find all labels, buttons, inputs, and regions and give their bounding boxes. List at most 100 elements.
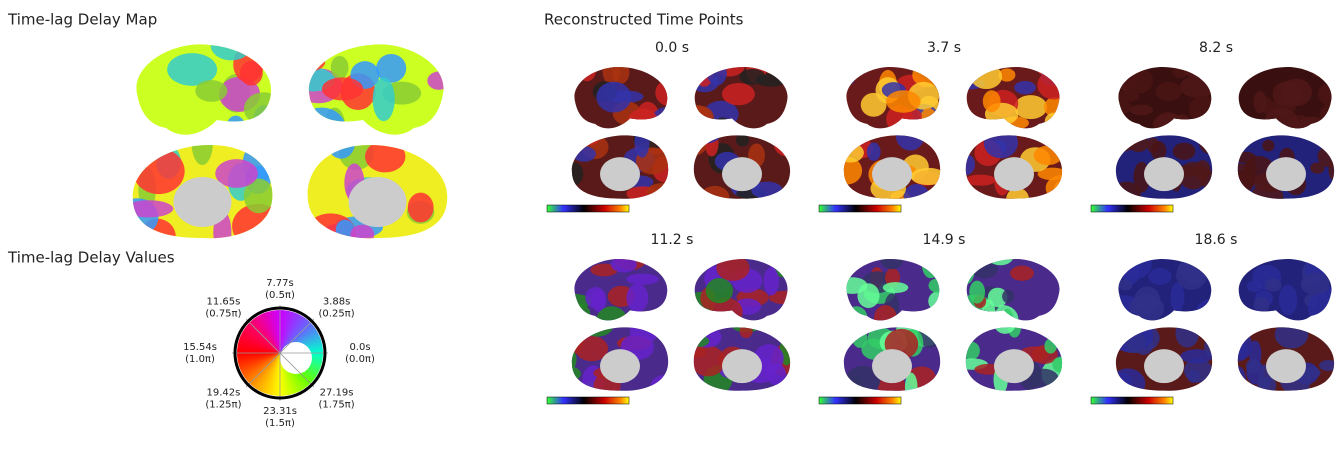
brain-patch — [335, 219, 355, 239]
brain-surface — [966, 66, 1060, 129]
brain-patch — [574, 260, 578, 281]
brain-patch — [574, 302, 591, 321]
brain — [571, 327, 669, 391]
colorbar — [546, 204, 630, 213]
brain-patch — [880, 258, 904, 270]
phase-pi-label: (1.0π) — [185, 354, 215, 365]
brain-patch — [998, 68, 1016, 82]
brain-patch — [1319, 359, 1335, 372]
brain-surface — [136, 44, 272, 135]
colorbar — [818, 396, 902, 405]
brain-patch — [428, 145, 448, 159]
brain-patch — [1180, 349, 1213, 364]
brain-patch — [210, 44, 252, 61]
brain-base — [1118, 258, 1212, 321]
brain — [965, 327, 1063, 391]
medial-wall — [1266, 157, 1306, 192]
brain-surface — [1238, 258, 1332, 321]
brain-patch — [648, 258, 667, 271]
brain-patch — [904, 372, 918, 391]
brain-patch — [779, 135, 791, 147]
brain-patch — [928, 277, 940, 294]
brain-patch — [714, 117, 731, 129]
brain-patch — [376, 54, 407, 83]
phase-time-label: 27.19s — [320, 387, 354, 398]
brain-patch — [243, 178, 273, 214]
colorbar — [1090, 396, 1174, 405]
brain-patch — [1118, 258, 1153, 280]
brain-patch — [246, 44, 272, 59]
phase-time-label: 11.65s — [207, 297, 241, 308]
brain-patch — [700, 185, 730, 199]
brain — [307, 145, 448, 239]
brain — [965, 135, 1063, 199]
brain-patch — [965, 153, 975, 176]
colorbar — [1090, 204, 1174, 213]
brain-patch — [1123, 67, 1154, 94]
brain-patch — [1180, 66, 1212, 79]
brain-patch — [965, 135, 977, 143]
brain-patch — [602, 66, 621, 86]
brain — [846, 66, 940, 129]
brain-patch — [634, 135, 650, 158]
panel-title: Time-lag Delay Map — [7, 11, 157, 29]
brain-patch — [1311, 66, 1332, 78]
brain-patch — [327, 145, 356, 159]
brain-patch — [1170, 282, 1185, 313]
brain-patch — [191, 145, 213, 166]
brain — [1115, 327, 1213, 391]
brain-surface — [843, 327, 941, 391]
brain-surface — [693, 327, 791, 391]
brain-surface — [966, 258, 1060, 321]
brain — [693, 327, 791, 391]
medial-wall — [872, 349, 912, 384]
phase-pi-label: (0.25π) — [319, 309, 355, 320]
time-point-label: 8.2 s — [1199, 40, 1233, 56]
brain-patch — [1177, 258, 1212, 279]
brain-patch — [928, 290, 940, 312]
brain-patch — [895, 135, 925, 151]
brain — [1118, 258, 1212, 321]
brain-patch — [773, 135, 791, 157]
brain-patch — [903, 184, 930, 199]
brain-patch — [1237, 338, 1248, 360]
medial-wall — [994, 349, 1034, 384]
brain-patch — [1179, 75, 1212, 98]
brain — [843, 135, 941, 199]
brain-patch — [132, 200, 174, 218]
brain-surface — [1237, 327, 1335, 391]
brain-patch — [886, 90, 921, 113]
brain-patch — [852, 329, 868, 348]
brain-patch — [1195, 298, 1212, 321]
brain-patch — [983, 135, 1019, 159]
brain-patch — [626, 273, 659, 285]
brain-patch — [1188, 95, 1212, 124]
brain-patch — [1006, 187, 1029, 199]
brain-patch — [768, 290, 788, 305]
brain-surface — [1238, 66, 1332, 129]
phase-pi-label: (0.0π) — [345, 354, 375, 365]
brain-patch — [321, 77, 364, 101]
brain-patch — [763, 267, 779, 296]
brain-patch — [652, 107, 668, 129]
brain-patch — [1134, 286, 1161, 314]
brain-patch — [571, 162, 584, 186]
brain-surface — [132, 145, 273, 239]
brain-patch — [1037, 70, 1060, 100]
brain-patch — [694, 104, 706, 119]
brain-patch — [215, 159, 258, 188]
brain-surface — [307, 145, 448, 239]
brain-patch — [693, 136, 707, 156]
brain-patch — [1317, 145, 1335, 168]
brain-patch — [846, 306, 868, 321]
brain-patch — [308, 51, 326, 73]
brain-patch — [1037, 167, 1063, 181]
brain-patch — [590, 263, 618, 277]
brain-patch — [1118, 90, 1139, 103]
brain-patch — [1125, 330, 1146, 353]
brain-patch — [407, 192, 434, 223]
brain-patch — [1148, 268, 1172, 285]
brain-patch — [1150, 141, 1167, 161]
brain — [966, 258, 1060, 321]
brain-patch — [1002, 289, 1015, 304]
